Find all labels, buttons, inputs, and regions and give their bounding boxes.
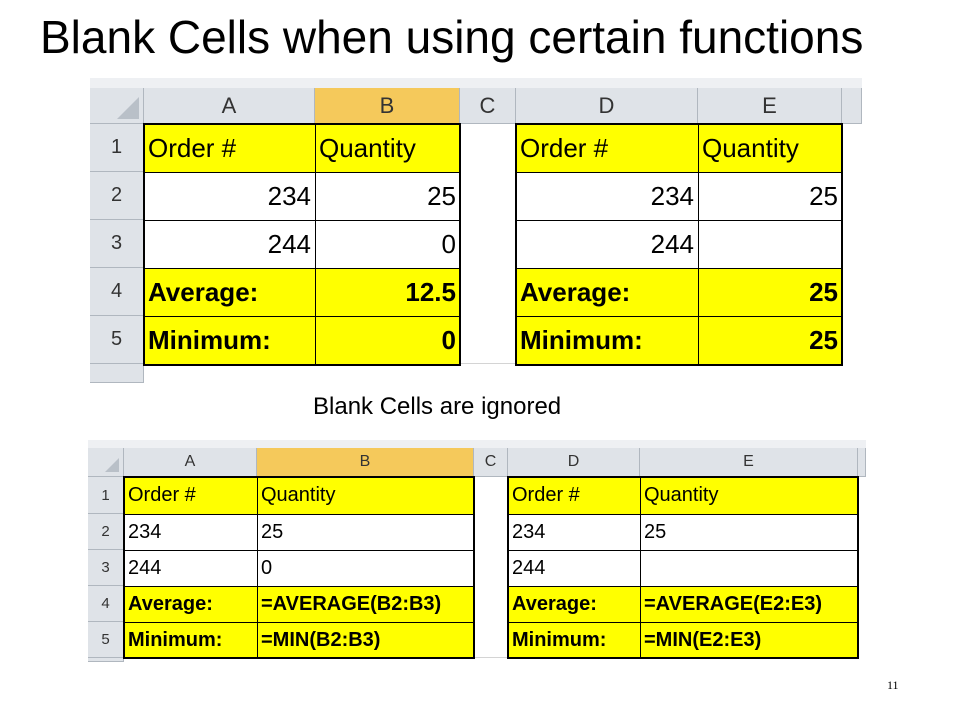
cell-b3[interactable]: 0 [257,550,474,586]
cell-b4[interactable]: =AVERAGE(B2:B3) [257,586,474,622]
row-header-5[interactable]: 5 [88,622,124,658]
cell-d1[interactable]: Order # [516,124,698,172]
column-header-e[interactable]: E [640,448,858,477]
column-header-c[interactable]: C [474,448,508,477]
cell-a3[interactable]: 244 [144,220,315,268]
column-header-b[interactable]: B [257,448,474,477]
row-header-3[interactable]: 3 [88,550,124,586]
slide-number: 11 [887,678,899,692]
cell-d5[interactable]: Minimum: [516,316,698,364]
cell-b5[interactable]: 0 [315,316,460,364]
cell-a5[interactable]: Minimum: [144,316,315,364]
blank-cells-caption: Blank Cells are ignored [313,393,562,420]
row-header-5[interactable]: 5 [90,316,144,364]
cell-c-column[interactable] [474,477,508,658]
cell-d2[interactable]: 234 [508,514,640,550]
column-header-f[interactable] [858,448,866,477]
cell-d4[interactable]: Average: [508,586,640,622]
cell-b2[interactable]: 25 [257,514,474,550]
row-header-2[interactable]: 2 [88,514,124,550]
column-header-a[interactable]: A [144,88,315,124]
cell-e1[interactable]: Quantity [640,477,858,514]
sheet-top-strip [88,440,866,448]
cell-b5[interactable]: =MIN(B2:B3) [257,622,474,658]
values-spreadsheet: A B C D E 1 2 3 4 5 Order # Quantity 234… [90,78,862,383]
slide-title: Blank Cells when using certain functions [40,11,864,63]
cell-d5[interactable]: Minimum: [508,622,640,658]
row-header-2[interactable]: 2 [90,172,144,220]
row-header-1[interactable]: 1 [90,124,144,172]
select-all-corner[interactable] [90,88,144,124]
cell-b4[interactable]: 12.5 [315,268,460,316]
cell-d2[interactable]: 234 [516,172,698,220]
cell-a1[interactable]: Order # [124,477,257,514]
cell-b1[interactable]: Quantity [257,477,474,514]
cell-b1[interactable]: Quantity [315,124,460,172]
cell-a1[interactable]: Order # [144,124,315,172]
column-header-b[interactable]: B [315,88,460,124]
row-header-6[interactable] [90,364,144,383]
select-all-corner[interactable] [88,448,124,477]
row-header-4[interactable]: 4 [90,268,144,316]
cell-a2[interactable]: 234 [124,514,257,550]
column-header-c[interactable]: C [460,88,516,124]
cell-d1[interactable]: Order # [508,477,640,514]
column-header-f[interactable] [842,88,862,124]
cell-d3[interactable]: 244 [516,220,698,268]
cell-e2[interactable]: 25 [640,514,858,550]
cell-d4[interactable]: Average: [516,268,698,316]
cell-a5[interactable]: Minimum: [124,622,257,658]
cell-a3[interactable]: 244 [124,550,257,586]
cell-a2[interactable]: 234 [144,172,315,220]
cell-e5[interactable]: 25 [698,316,842,364]
cell-e4[interactable]: 25 [698,268,842,316]
column-header-d[interactable]: D [508,448,640,477]
column-header-a[interactable]: A [124,448,257,477]
row-header-4[interactable]: 4 [88,586,124,622]
cell-e4[interactable]: =AVERAGE(E2:E3) [640,586,858,622]
cell-b3[interactable]: 0 [315,220,460,268]
row-header-6[interactable] [88,658,124,662]
column-header-d[interactable]: D [516,88,698,124]
cell-a4[interactable]: Average: [124,586,257,622]
cell-e5[interactable]: =MIN(E2:E3) [640,622,858,658]
cell-e2[interactable]: 25 [698,172,842,220]
cell-b2[interactable]: 25 [315,172,460,220]
cell-d3[interactable]: 244 [508,550,640,586]
formula-spreadsheet: A B C D E 1 2 3 4 5 Order # Quantity 234… [88,440,866,662]
column-header-e[interactable]: E [698,88,842,124]
cell-e3[interactable] [698,220,842,268]
sheet-top-strip [90,78,862,88]
cell-e3[interactable] [640,550,858,586]
row-header-3[interactable]: 3 [90,220,144,268]
cell-c-column[interactable] [460,124,516,364]
cell-f-column[interactable] [842,124,862,364]
cell-a4[interactable]: Average: [144,268,315,316]
row-header-1[interactable]: 1 [88,477,124,514]
cell-e1[interactable]: Quantity [698,124,842,172]
